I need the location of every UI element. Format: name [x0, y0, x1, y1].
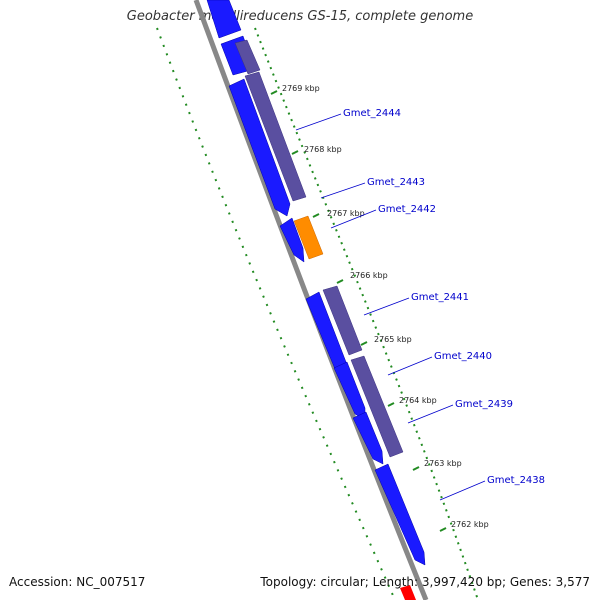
gene-box-reverse-gmet-2440[interactable]	[350, 355, 404, 458]
tick-label: 2767 kbp	[327, 209, 365, 218]
gene-label[interactable]: Gmet_2441	[411, 292, 469, 303]
genome-summary-text: Topology: circular; Length: 3,997,420 bp…	[260, 575, 590, 589]
tick-labels: 2769 kbp 2768 kbp 2767 kbp 2766 kbp 2765…	[282, 84, 489, 529]
gene-label[interactable]: Gmet_2442	[378, 204, 436, 215]
tick-label: 2762 kbp	[451, 520, 489, 529]
tick-mark	[387, 402, 395, 407]
gene-label-lines	[295, 113, 486, 501]
label-leader-line	[320, 182, 366, 199]
gene-label[interactable]: Gmet_2440	[434, 351, 492, 362]
inner-dotted-scale-line	[156, 27, 396, 600]
tick-mark	[270, 90, 278, 95]
accession-text: Accession: NC_007517	[9, 575, 146, 589]
label-leader-line	[295, 113, 342, 131]
gene-labels: Gmet_2444 Gmet_2443 Gmet_2442 Gmet_2441 …	[343, 108, 545, 486]
tick-mark	[360, 341, 368, 346]
tick-label: 2764 kbp	[399, 396, 437, 405]
tick-mark	[439, 527, 447, 532]
label-leader-line	[330, 209, 377, 229]
tick-mark	[336, 279, 344, 284]
reverse-strand-genes	[234, 39, 404, 458]
gene-box-reverse[interactable]	[234, 39, 261, 75]
tick-label: 2765 kbp	[374, 335, 412, 344]
label-leader-line	[407, 404, 454, 424]
gene-label[interactable]: Gmet_2443	[367, 177, 425, 188]
tick-label: 2766 kbp	[350, 271, 388, 280]
gene-box-reverse-gmet-2441[interactable]	[322, 285, 363, 356]
gene-label[interactable]: Gmet_2438	[487, 475, 545, 486]
gene-arrow-forward[interactable]	[206, 0, 242, 39]
tick-label: 2768 kbp	[304, 145, 342, 154]
gene-label[interactable]: Gmet_2444	[343, 108, 401, 119]
gene-label[interactable]: Gmet_2439	[455, 399, 513, 410]
label-leader-line	[363, 297, 410, 316]
gene-arrow-forward-gmet-2443[interactable]	[279, 217, 305, 263]
tick-mark	[291, 150, 299, 155]
tick-label: 2763 kbp	[424, 459, 462, 468]
gene-box-reverse-gmet-2444[interactable]	[244, 71, 307, 202]
edge-marker-red	[400, 585, 416, 600]
label-leader-line	[439, 480, 486, 501]
outer-dotted-scale-line	[254, 27, 479, 600]
tick-label: 2769 kbp	[282, 84, 320, 93]
gene-arrow-forward-gmet-2438[interactable]	[374, 463, 426, 566]
tick-mark	[412, 466, 420, 471]
gene-arrow-forward-gmet-2439[interactable]	[352, 411, 384, 465]
tick-mark	[312, 213, 320, 218]
label-leader-line	[387, 356, 433, 376]
gene-arrow-forward-gmet-2444[interactable]	[228, 78, 291, 217]
forward-strand-genes	[206, 0, 426, 566]
gene-box-highlight-gmet-2442[interactable]	[293, 215, 324, 260]
tick-marks	[270, 90, 447, 532]
